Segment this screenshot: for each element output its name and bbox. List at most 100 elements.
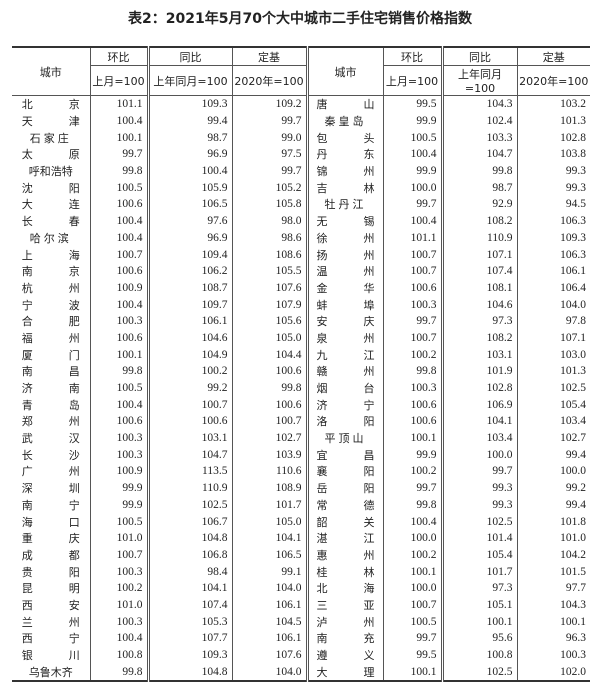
mom-value: 100.5 xyxy=(382,129,442,147)
yoy-value: 103.3 xyxy=(440,129,517,147)
mom-value: 100.4 xyxy=(89,229,148,247)
base-value: 106.1 xyxy=(231,630,307,647)
header-mom-sub: 上月=100 xyxy=(89,65,148,96)
mom-value: 100.4 xyxy=(89,212,148,230)
mom-value: 99.8 xyxy=(382,363,442,380)
header-city: 城市 xyxy=(305,46,383,96)
yoy-value: 101.7 xyxy=(440,563,517,580)
yoy-value: 99.2 xyxy=(146,379,232,397)
city-name-text: 九江 xyxy=(316,348,375,362)
city-name-text: 烟台 xyxy=(316,382,375,396)
city-name: 济宁 xyxy=(305,396,383,414)
base-value: 97.5 xyxy=(231,146,307,163)
header-base: 定基 xyxy=(231,46,307,66)
yoy-value: 102.5 xyxy=(440,663,517,682)
mom-value: 100.1 xyxy=(382,429,442,447)
yoy-value: 106.1 xyxy=(146,312,232,330)
city-name-text: 常德 xyxy=(316,498,375,512)
table-row: 长春 100.4 97.6 98.0 无锡 100.4 108.2 106.3 xyxy=(12,212,590,230)
yoy-value: 98.7 xyxy=(146,129,232,147)
city-name: 西安 xyxy=(12,597,90,614)
city-name: 大理 xyxy=(305,663,383,682)
city-name: 蚌埠 xyxy=(305,296,383,313)
city-name: 包头 xyxy=(305,129,383,147)
table-row: 西安 101.0 107.4 106.1 三亚 100.7 105.1 104.3 xyxy=(12,596,590,614)
table-row: 成都 100.7 106.8 106.5 惠州 100.2 105.4 104.2 xyxy=(12,546,590,564)
base-value: 98.0 xyxy=(231,212,307,230)
city-name-text: 惠州 xyxy=(316,548,375,562)
yoy-value: 110.9 xyxy=(440,229,517,247)
base-value: 102.0 xyxy=(516,663,590,682)
yoy-value: 99.7 xyxy=(440,463,517,480)
city-name-text: 济宁 xyxy=(316,398,375,412)
yoy-value: 104.1 xyxy=(146,579,232,597)
mom-value: 100.9 xyxy=(89,463,148,480)
yoy-value: 100.7 xyxy=(146,396,232,414)
table-row: 呼和浩特 99.8 100.4 99.7 锦州 99.9 99.8 99.3 xyxy=(12,162,590,180)
city-name-text: 三亚 xyxy=(316,598,375,612)
mom-value: 99.8 xyxy=(89,162,148,180)
city-name: 韶关 xyxy=(305,513,383,530)
base-value: 99.0 xyxy=(231,129,307,147)
header-yoy-sub: 上年同月=100 xyxy=(440,65,517,96)
city-name: 北海 xyxy=(305,579,383,597)
city-name: 合肥 xyxy=(12,313,90,330)
yoy-value: 100.6 xyxy=(146,413,232,430)
city-name-text: 上海 xyxy=(21,248,80,262)
city-name: 兰州 xyxy=(12,613,90,630)
mom-value: 99.5 xyxy=(382,95,442,113)
city-name: 扬州 xyxy=(305,246,383,263)
yoy-value: 104.7 xyxy=(440,146,517,163)
mom-value: 100.6 xyxy=(89,329,148,347)
table-row: 银川 100.8 109.3 107.6 遵义 99.5 100.8 100.3 xyxy=(12,646,590,664)
yoy-value: 101.9 xyxy=(440,363,517,380)
city-name-text: 秦皇岛 xyxy=(324,115,367,129)
base-value: 104.5 xyxy=(231,613,307,630)
city-name: 海口 xyxy=(12,513,90,530)
city-name: 岳阳 xyxy=(305,479,383,497)
base-value: 105.8 xyxy=(231,196,307,213)
mom-value: 100.5 xyxy=(89,379,148,397)
mom-value: 100.6 xyxy=(382,396,442,414)
mom-value: 100.1 xyxy=(382,563,442,580)
base-value: 101.7 xyxy=(231,496,307,514)
yoy-value: 106.7 xyxy=(146,513,232,530)
base-value: 105.5 xyxy=(231,262,307,280)
city-name-text: 沈阳 xyxy=(21,181,80,195)
base-value: 101.8 xyxy=(516,513,590,530)
city-name-text: 泸州 xyxy=(316,615,375,629)
city-name: 常德 xyxy=(305,496,383,514)
yoy-value: 102.8 xyxy=(440,379,517,397)
base-value: 99.4 xyxy=(516,446,590,464)
table-row: 西宁 100.4 107.7 106.1 南充 99.7 95.6 96.3 xyxy=(12,630,590,647)
city-name-text: 包头 xyxy=(316,131,375,145)
city-name-text: 长春 xyxy=(21,215,80,229)
table-row: 合肥 100.3 106.1 105.6 安庆 99.7 97.3 97.8 xyxy=(12,312,590,330)
base-value: 104.0 xyxy=(516,296,590,313)
city-name-text: 深圳 xyxy=(21,482,80,496)
city-name: 大连 xyxy=(12,196,90,213)
mom-value: 100.4 xyxy=(382,146,442,163)
base-value: 105.4 xyxy=(516,396,590,414)
yoy-value: 107.4 xyxy=(146,596,232,614)
header-yoy-sub: 上年同月=100 xyxy=(146,65,232,96)
table-row: 大连 100.6 106.5 105.8 牡丹江 99.7 92.9 94.5 xyxy=(12,196,590,213)
city-name-text: 吉林 xyxy=(316,181,375,195)
city-name: 吉林 xyxy=(305,179,383,197)
base-value: 100.6 xyxy=(231,396,307,414)
city-name: 牡丹江 xyxy=(305,196,383,213)
table-row: 石家庄 100.1 98.7 99.0 包头 100.5 103.3 102.8 xyxy=(12,129,590,147)
yoy-value: 100.1 xyxy=(440,613,517,630)
city-name-text: 扬州 xyxy=(316,248,375,262)
table-row: 哈尔滨 100.4 96.9 98.6 徐州 101.1 110.9 109.3 xyxy=(12,229,590,247)
mom-value: 100.3 xyxy=(89,312,148,330)
mom-value: 100.0 xyxy=(382,579,442,597)
mom-value: 99.5 xyxy=(382,646,442,664)
table-row: 兰州 100.3 105.3 104.5 泸州 100.5 100.1 100.1 xyxy=(12,613,590,630)
city-name-text: 金华 xyxy=(316,281,375,295)
base-value: 102.7 xyxy=(516,429,590,447)
base-value: 97.8 xyxy=(516,312,590,330)
city-name-text: 牡丹江 xyxy=(324,198,367,212)
city-name-text: 北海 xyxy=(316,582,375,596)
yoy-value: 109.4 xyxy=(146,246,232,263)
